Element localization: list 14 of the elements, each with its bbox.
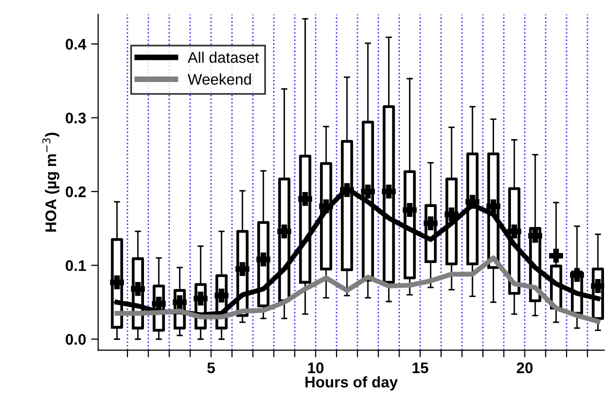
x-tick-label: 10 <box>308 362 324 374</box>
x-tick-label: 5 <box>207 362 215 374</box>
x-tick-label: 20 <box>516 362 533 374</box>
y-tick-label: 0.1 <box>66 260 86 272</box>
y-tick-label: 0.2 <box>66 186 86 198</box>
x-axis-title: Hours of day <box>306 376 398 390</box>
y-tick-label: 0.0 <box>66 334 86 345</box>
legend-label: Weekend <box>188 74 251 85</box>
line-series <box>114 256 600 324</box>
y-tick-label: 0.3 <box>66 112 86 124</box>
y-axis-title: HOA (µg m$^{−3}$) <box>42 132 60 232</box>
legend-label: All dataset <box>188 52 259 63</box>
x-tick-label: 15 <box>412 362 428 374</box>
y-tick-label: 0.4 <box>66 38 86 50</box>
